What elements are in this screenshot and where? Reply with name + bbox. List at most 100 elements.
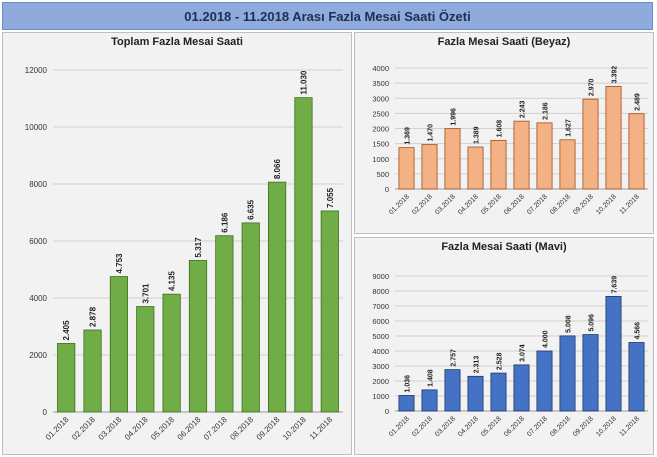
data-label: 2.878 xyxy=(89,306,98,327)
bar xyxy=(467,375,484,412)
x-tick-label: 11.2018 xyxy=(618,415,641,438)
x-tick-label: 03.2018 xyxy=(434,193,457,216)
bar xyxy=(444,369,461,412)
y-tick-label: 4000 xyxy=(372,64,389,73)
x-tick-label: 06.2018 xyxy=(503,193,526,216)
bar xyxy=(513,120,530,190)
y-tick-label: 2500 xyxy=(372,109,389,118)
data-label: 2.528 xyxy=(497,352,504,370)
bar xyxy=(109,276,129,413)
bar xyxy=(559,335,576,412)
x-tick-label: 02.2018 xyxy=(411,415,434,438)
x-tick-label: 11.2018 xyxy=(618,193,641,216)
y-tick-label: 0 xyxy=(385,185,389,194)
x-tick-label: 08.2018 xyxy=(228,415,255,442)
x-tick-label: 07.2018 xyxy=(526,415,549,438)
data-label: 5.317 xyxy=(194,237,203,258)
y-tick-label: 3500 xyxy=(372,79,389,88)
data-label: 1.408 xyxy=(428,369,435,387)
data-label: 1.996 xyxy=(451,108,458,126)
y-tick-label: 3000 xyxy=(372,362,389,371)
x-tick-label: 09.2018 xyxy=(572,415,595,438)
x-tick-label: 02.2018 xyxy=(70,415,97,442)
x-tick-label: 08.2018 xyxy=(549,193,572,216)
x-tick-label: 05.2018 xyxy=(149,415,176,442)
y-tick-label: 1000 xyxy=(372,392,389,401)
data-label: 2.405 xyxy=(62,320,71,341)
x-tick-label: 09.2018 xyxy=(572,193,595,216)
y-tick-label: 2000 xyxy=(29,351,47,360)
data-label: 11.030 xyxy=(299,70,308,95)
data-label: 1.389 xyxy=(474,126,481,144)
y-tick-label: 2000 xyxy=(372,125,389,134)
white-collar-overtime-chart: 0 500 1000 1500 2000 2500 3000 3500 4000 1.369 01.… xyxy=(372,64,648,216)
data-label: 2.757 xyxy=(451,349,458,367)
x-tick-label: 03.2018 xyxy=(434,415,457,438)
x-tick-label: 03.2018 xyxy=(97,415,124,442)
x-tick-label: 04.2018 xyxy=(457,415,480,438)
y-tick-label: 8000 xyxy=(29,180,47,189)
data-label: 7.639 xyxy=(612,276,619,294)
y-tick-label: 1500 xyxy=(372,140,389,149)
bar xyxy=(559,139,576,190)
x-tick-label: 07.2018 xyxy=(526,193,549,216)
x-tick-label: 02.2018 xyxy=(411,193,434,216)
data-label: 2.243 xyxy=(520,101,527,119)
x-tick-label: 08.2018 xyxy=(549,415,572,438)
x-tick-label: 01.2018 xyxy=(388,415,411,438)
y-tick-label: 1000 xyxy=(372,155,389,164)
data-label: 1.369 xyxy=(405,127,412,145)
y-tick-label: 8000 xyxy=(372,287,389,296)
data-label: 6.186 xyxy=(220,212,229,233)
bar xyxy=(320,210,339,413)
bar xyxy=(241,222,260,413)
bar xyxy=(628,342,645,412)
data-label: 2.313 xyxy=(474,356,481,374)
data-label: 3.392 xyxy=(612,66,619,84)
bar xyxy=(398,147,415,190)
bar xyxy=(162,293,181,413)
x-tick-label: 09.2018 xyxy=(255,415,282,442)
chart-title: Fazla Mesai Saati (Mavi) xyxy=(441,241,567,253)
bar xyxy=(421,144,438,190)
y-tick-label: 7000 xyxy=(372,302,389,311)
data-label: 5.096 xyxy=(589,314,596,332)
bar xyxy=(267,181,287,413)
data-label: 4.566 xyxy=(635,322,642,340)
data-label: 3.074 xyxy=(520,344,527,362)
bar xyxy=(490,372,507,412)
bar xyxy=(605,85,622,190)
x-tick-label: 10.2018 xyxy=(281,415,308,442)
report-header: 01.2018 - 11.2018 Arası Fazla Mesai Saat… xyxy=(2,2,653,30)
y-tick-label: 12000 xyxy=(25,66,48,75)
bar xyxy=(83,329,102,413)
data-label: 1.470 xyxy=(428,124,435,142)
y-tick-label: 6000 xyxy=(29,237,47,246)
y-tick-label: 500 xyxy=(376,170,389,179)
x-tick-label: 11.2018 xyxy=(308,415,335,442)
x-tick-label: 06.2018 xyxy=(503,415,526,438)
x-tick-label: 07.2018 xyxy=(202,415,229,442)
data-label: 6.635 xyxy=(247,199,256,220)
chart-title: Toplam Fazla Mesai Saati xyxy=(111,36,243,48)
x-tick-label: 06.2018 xyxy=(176,415,203,442)
data-label: 4.753 xyxy=(115,253,124,274)
data-label: 2.489 xyxy=(635,93,642,111)
bar xyxy=(215,235,234,413)
bar xyxy=(421,389,438,412)
data-label: 2.970 xyxy=(589,79,596,97)
data-label: 1.036 xyxy=(405,375,412,393)
y-tick-label: 4000 xyxy=(372,347,389,356)
bar xyxy=(444,128,461,190)
bar xyxy=(536,350,553,412)
x-tick-label: 05.2018 xyxy=(480,415,503,438)
blue-collar-overtime-chart: 0 1000 2000 3000 4000 5000 6000 7000 8000 9000 1.0… xyxy=(372,272,648,438)
bar xyxy=(628,113,645,190)
page-title: 01.2018 - 11.2018 Arası Fazla Mesai Saat… xyxy=(184,8,471,24)
data-label: 7.055 xyxy=(326,187,335,208)
y-tick-label: 9000 xyxy=(372,272,389,281)
data-label: 3.701 xyxy=(141,283,150,304)
data-label: 2.186 xyxy=(543,102,550,120)
y-tick-label: 0 xyxy=(43,408,48,417)
bar xyxy=(513,364,530,412)
